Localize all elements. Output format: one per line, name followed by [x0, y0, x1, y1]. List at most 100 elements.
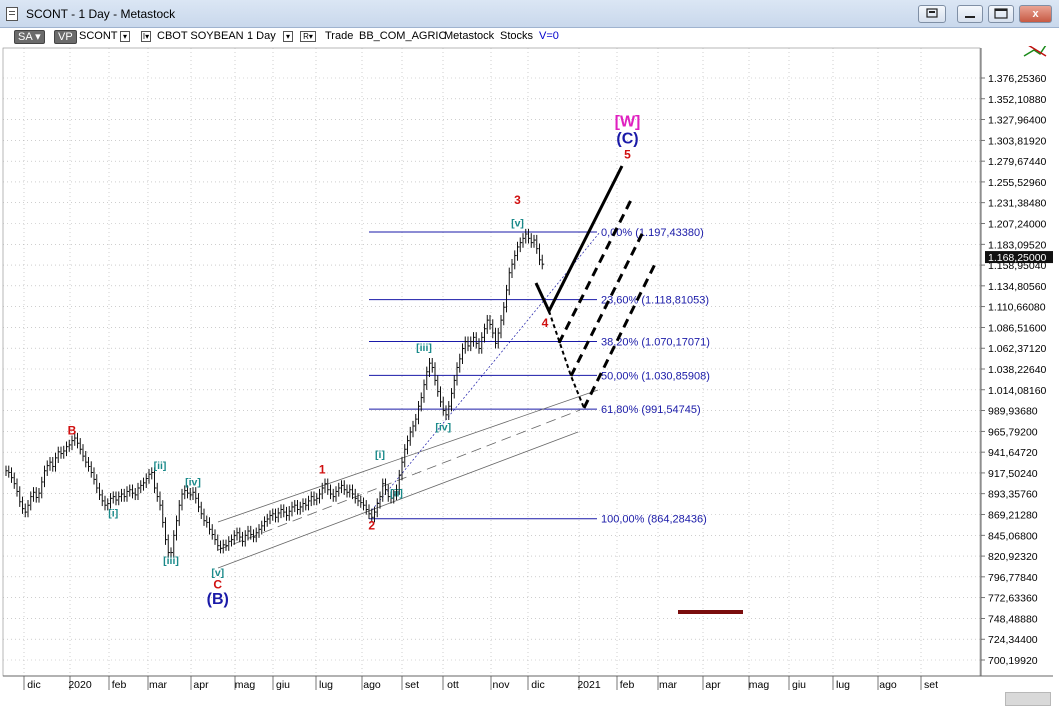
price-chart[interactable]: 1.376,25360 1.352,10880 1.327,96400 1.303,8…: [0, 46, 1059, 715]
period-label: 1 Day: [247, 30, 276, 42]
time-tick-label: giu: [276, 679, 290, 691]
price-tick-label: 1.110,66080: [988, 302, 1046, 314]
trend-channel-line: [217, 389, 599, 523]
plot-area: [2, 47, 981, 677]
time-tick-label: set: [924, 679, 938, 691]
window-titlebar: SCONT - 1 Day - Metastock x: [0, 0, 1059, 28]
price-tick-label: 1.038,22640: [988, 364, 1047, 376]
wave-label: C: [213, 578, 222, 592]
provider-label: Metastock: [444, 30, 495, 42]
indicator-icon: [1023, 46, 1047, 57]
document-icon: [6, 7, 18, 21]
wave-label: 5: [624, 147, 631, 161]
instrument-dropdown-icon[interactable]: I▾: [141, 31, 151, 42]
time-tick-label: giu: [792, 679, 806, 691]
indicator-icon-line: [1023, 46, 1047, 57]
restore-icon[interactable]: [918, 5, 946, 23]
price-tick-label: 724,34400: [988, 634, 1038, 646]
wave-label: 4: [542, 316, 549, 330]
price-tick-label: 869,21280: [988, 510, 1038, 522]
wave-label: 3: [514, 193, 521, 207]
minimize-icon[interactable]: [957, 5, 983, 23]
fibonacci-label: 100,00% (864,28436): [601, 514, 707, 526]
fibonacci-label: 38,20% (1.070,17071): [601, 336, 710, 348]
wave-label: (B): [207, 591, 229, 608]
time-tick-label: mag: [235, 679, 256, 691]
symbol-dropdown-icon[interactable]: ▾: [120, 31, 130, 42]
price-tick-label: 1.255,52960: [988, 177, 1047, 189]
close-button[interactable]: x: [1019, 5, 1052, 23]
wave-label: [ii]: [154, 460, 167, 472]
wave-label: B: [68, 424, 77, 438]
fibonacci-label: 50,00% (1.030,85908): [601, 370, 710, 382]
symbol-label: SCONT: [79, 30, 118, 42]
price-tick-label: 917,50240: [988, 468, 1038, 480]
projection-dashed-line: [582, 261, 658, 409]
wave-label: [iii]: [416, 342, 432, 354]
wave-label: [ii]: [390, 488, 403, 500]
time-tick-label: dic: [27, 679, 40, 691]
wave-label: [i]: [375, 449, 385, 461]
window-title: SCONT - 1 Day - Metastock: [26, 7, 176, 21]
trade-label: Trade: [325, 30, 354, 42]
wave-label: 2: [368, 518, 375, 532]
projection-dashed-line: [557, 197, 634, 344]
wave-label: [i]: [108, 507, 118, 519]
price-tick-label: 748,48880: [988, 613, 1038, 625]
chart-toolbar: SA ▾ VP SCONT ▾ I▾ CBOT SOYBEAN 1 Day ▾ …: [0, 28, 1059, 46]
price-tick-label: 1.134,80560: [988, 281, 1047, 293]
time-tick-label: ago: [879, 679, 897, 691]
price-tick-label: 989,93680: [988, 406, 1038, 418]
price-tick-label: 1.207,24000: [988, 219, 1047, 231]
sa-label: SA: [18, 31, 33, 43]
price-tick-label: 796,77840: [988, 572, 1038, 584]
price-tick-label: 941,64720: [988, 447, 1038, 459]
price-tick-label: 1.303,81920: [988, 135, 1047, 147]
price-tick-label: 772,63360: [988, 593, 1038, 605]
sa-button[interactable]: SA ▾: [14, 30, 45, 44]
time-tick-label: feb: [620, 679, 635, 691]
price-tick-label: 1.327,96400: [988, 115, 1047, 127]
wave-label: [W]: [615, 113, 641, 130]
period-dropdown-icon[interactable]: ▾: [283, 31, 293, 42]
wave-label: [iv]: [435, 421, 451, 433]
price-tick-label: 965,79200: [988, 426, 1038, 438]
price-tick-label: 1.062,37120: [988, 343, 1047, 355]
time-tick-label: mar: [659, 679, 678, 691]
vp-button[interactable]: VP: [54, 30, 77, 44]
wave-label: [v]: [511, 217, 524, 229]
time-tick-label: apr: [193, 679, 209, 691]
wave-label: 1: [319, 462, 326, 476]
time-tick-label: set: [405, 679, 419, 691]
price-tick-label: 1.183,09520: [988, 239, 1047, 251]
time-tick-label: apr: [705, 679, 721, 691]
r-dropdown-icon[interactable]: R▾: [300, 31, 316, 42]
price-tick-label: 893,35760: [988, 489, 1038, 501]
price-tick-label: 1.231,38480: [988, 198, 1047, 210]
price-tick-label: 1.279,67440: [988, 156, 1047, 168]
time-tick-label: ago: [363, 679, 381, 691]
maximize-icon[interactable]: [988, 5, 1014, 23]
time-tick-label: lug: [836, 679, 850, 691]
indicator-icon-arrow: [1028, 46, 1047, 57]
price-tick-label: 1.158,95040: [988, 260, 1047, 272]
time-tick-label: mar: [149, 679, 168, 691]
fibonacci-label: 61,80% (991,54745): [601, 404, 701, 416]
time-tick-label: 2021: [577, 679, 601, 691]
time-tick-label: feb: [112, 679, 127, 691]
price-tick-label: 1.376,25360: [988, 73, 1047, 85]
price-tick-label: 700,19920: [988, 655, 1038, 667]
wave-label: [iv]: [185, 476, 201, 488]
horizontal-scrollbar[interactable]: [1005, 692, 1051, 706]
fibonacci-label: 23,60% (1.118,81053): [601, 295, 709, 307]
time-tick-label: nov: [493, 679, 511, 691]
time-tick-label: dic: [531, 679, 544, 691]
price-tick-label: 1.086,51600: [988, 322, 1047, 334]
current-price-label: 1.168,25000: [988, 252, 1047, 264]
volume-label: V=0: [539, 30, 559, 42]
current-price-marker: [985, 251, 1053, 264]
time-tick-label: 2020: [68, 679, 92, 691]
close-icon: x: [1032, 8, 1039, 20]
time-tick-label: mag: [749, 679, 770, 691]
price-tick-label: 1.352,10880: [988, 94, 1047, 106]
